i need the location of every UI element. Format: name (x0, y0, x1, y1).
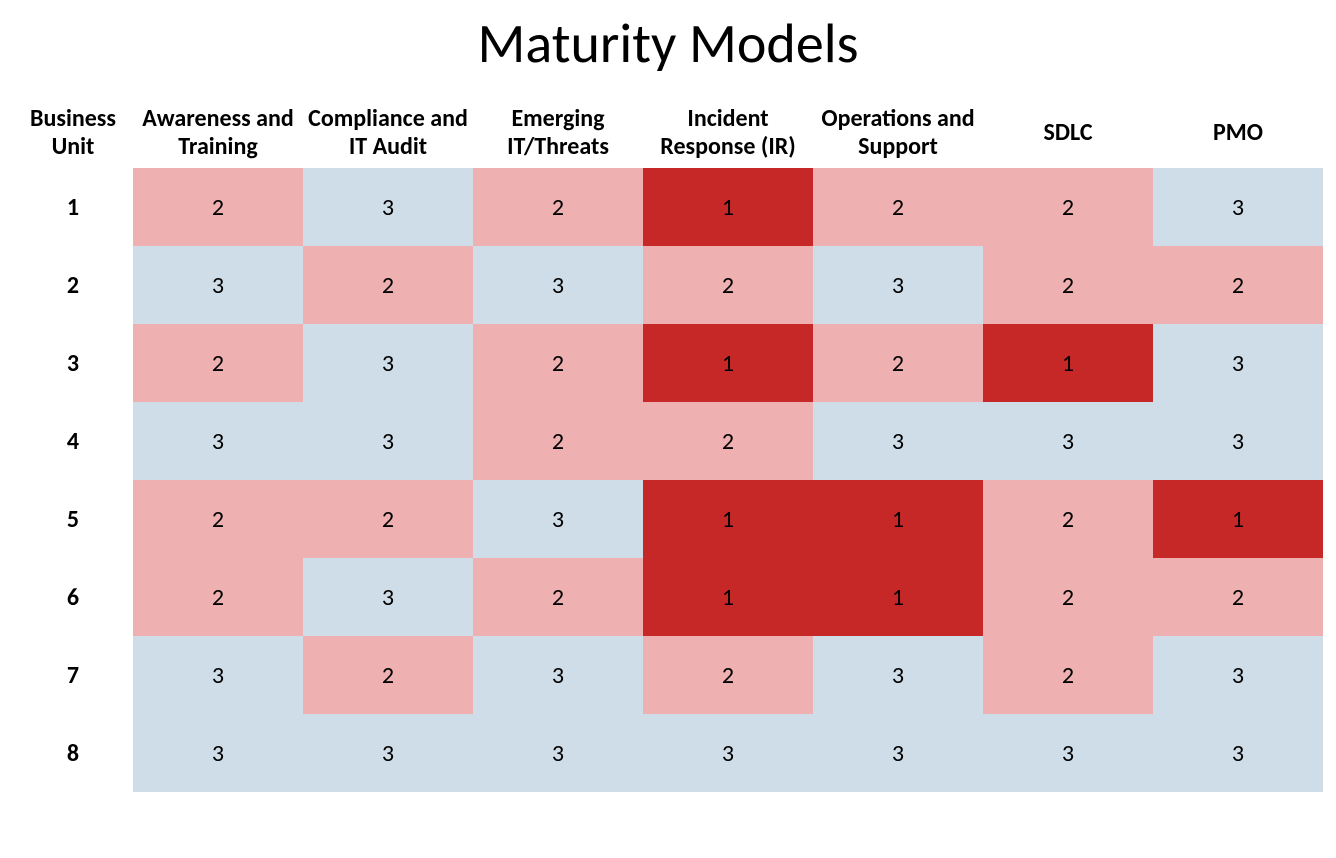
heatmap-cell: 1 (813, 558, 983, 636)
heatmap-cell: 2 (303, 480, 473, 558)
heatmap-body: 1232122323232322323212134332233352231121… (13, 168, 1323, 792)
heatmap-cell: 2 (983, 636, 1153, 714)
heatmap-cell: 3 (1153, 714, 1323, 792)
heatmap-cell: 2 (983, 246, 1153, 324)
header-col-6: PMO (1153, 98, 1323, 168)
heatmap-cell: 3 (133, 636, 303, 714)
heatmap-cell: 3 (303, 558, 473, 636)
heatmap-cell: 2 (303, 246, 473, 324)
heatmap-cell: 1 (813, 480, 983, 558)
heatmap-cell: 1 (643, 324, 813, 402)
heatmap-cell: 2 (813, 168, 983, 246)
heatmap-cell: 3 (133, 246, 303, 324)
table-row: 73232323 (13, 636, 1323, 714)
heatmap-cell: 2 (133, 480, 303, 558)
heatmap-cell: 2 (303, 636, 473, 714)
heatmap-cell: 2 (473, 402, 643, 480)
heatmap-cell: 2 (473, 324, 643, 402)
page-title: Maturity Models (0, 10, 1336, 78)
heatmap-cell: 3 (813, 246, 983, 324)
heatmap-cell: 2 (473, 558, 643, 636)
header-col-0: Awareness and Training (133, 98, 303, 168)
heatmap-cell: 2 (643, 246, 813, 324)
row-label: 4 (13, 402, 133, 480)
heatmap-cell: 3 (1153, 402, 1323, 480)
heatmap-cell: 3 (813, 714, 983, 792)
heatmap-cell: 3 (813, 402, 983, 480)
row-label: 6 (13, 558, 133, 636)
header-col-3: Incident Response (IR) (643, 98, 813, 168)
table-row: 62321122 (13, 558, 1323, 636)
heatmap-cell: 2 (643, 402, 813, 480)
header-col-1: Compliance and IT Audit (303, 98, 473, 168)
maturity-heatmap: Business Unit Awareness and Training Com… (13, 98, 1323, 792)
heatmap-cell: 2 (1153, 558, 1323, 636)
table-row: 83333333 (13, 714, 1323, 792)
header-col-5: SDLC (983, 98, 1153, 168)
heatmap-cell: 1 (643, 558, 813, 636)
heatmap-cell: 3 (133, 714, 303, 792)
heatmap-cell: 3 (813, 636, 983, 714)
table-row: 23232322 (13, 246, 1323, 324)
heatmap-cell: 1 (643, 480, 813, 558)
heatmap-cell: 2 (473, 168, 643, 246)
heatmap-cell: 1 (983, 324, 1153, 402)
heatmap-cell: 3 (133, 402, 303, 480)
heatmap-cell: 3 (473, 246, 643, 324)
header-col-2: Emerging IT/Threats (473, 98, 643, 168)
heatmap-cell: 2 (983, 558, 1153, 636)
row-label: 1 (13, 168, 133, 246)
row-label: 8 (13, 714, 133, 792)
table-row: 43322333 (13, 402, 1323, 480)
heatmap-cell: 2 (133, 558, 303, 636)
heatmap-cell: 3 (473, 714, 643, 792)
heatmap-cell: 3 (1153, 324, 1323, 402)
row-label: 5 (13, 480, 133, 558)
heatmap-cell: 3 (473, 636, 643, 714)
heatmap-cell: 2 (983, 480, 1153, 558)
header-business-unit: Business Unit (13, 98, 133, 168)
heatmap-cell: 2 (813, 324, 983, 402)
heatmap-cell: 1 (1153, 480, 1323, 558)
header-col-4: Operations and Support (813, 98, 983, 168)
heatmap-cell: 2 (133, 324, 303, 402)
heatmap-cell: 3 (303, 324, 473, 402)
heatmap-cell: 1 (643, 168, 813, 246)
table-row: 12321223 (13, 168, 1323, 246)
heatmap-cell: 3 (303, 168, 473, 246)
heatmap-cell: 2 (643, 636, 813, 714)
heatmap-cell: 3 (1153, 168, 1323, 246)
heatmap-cell: 2 (983, 168, 1153, 246)
heatmap-cell: 2 (1153, 246, 1323, 324)
row-label: 7 (13, 636, 133, 714)
table-row: 32321213 (13, 324, 1323, 402)
heatmap-cell: 2 (133, 168, 303, 246)
row-label: 2 (13, 246, 133, 324)
heatmap-cell: 3 (473, 480, 643, 558)
row-label: 3 (13, 324, 133, 402)
header-row: Business Unit Awareness and Training Com… (13, 98, 1323, 168)
heatmap-cell: 3 (983, 714, 1153, 792)
heatmap-cell: 3 (643, 714, 813, 792)
heatmap-cell: 3 (303, 402, 473, 480)
heatmap-cell: 3 (303, 714, 473, 792)
heatmap-cell: 3 (1153, 636, 1323, 714)
table-row: 52231121 (13, 480, 1323, 558)
heatmap-cell: 3 (983, 402, 1153, 480)
